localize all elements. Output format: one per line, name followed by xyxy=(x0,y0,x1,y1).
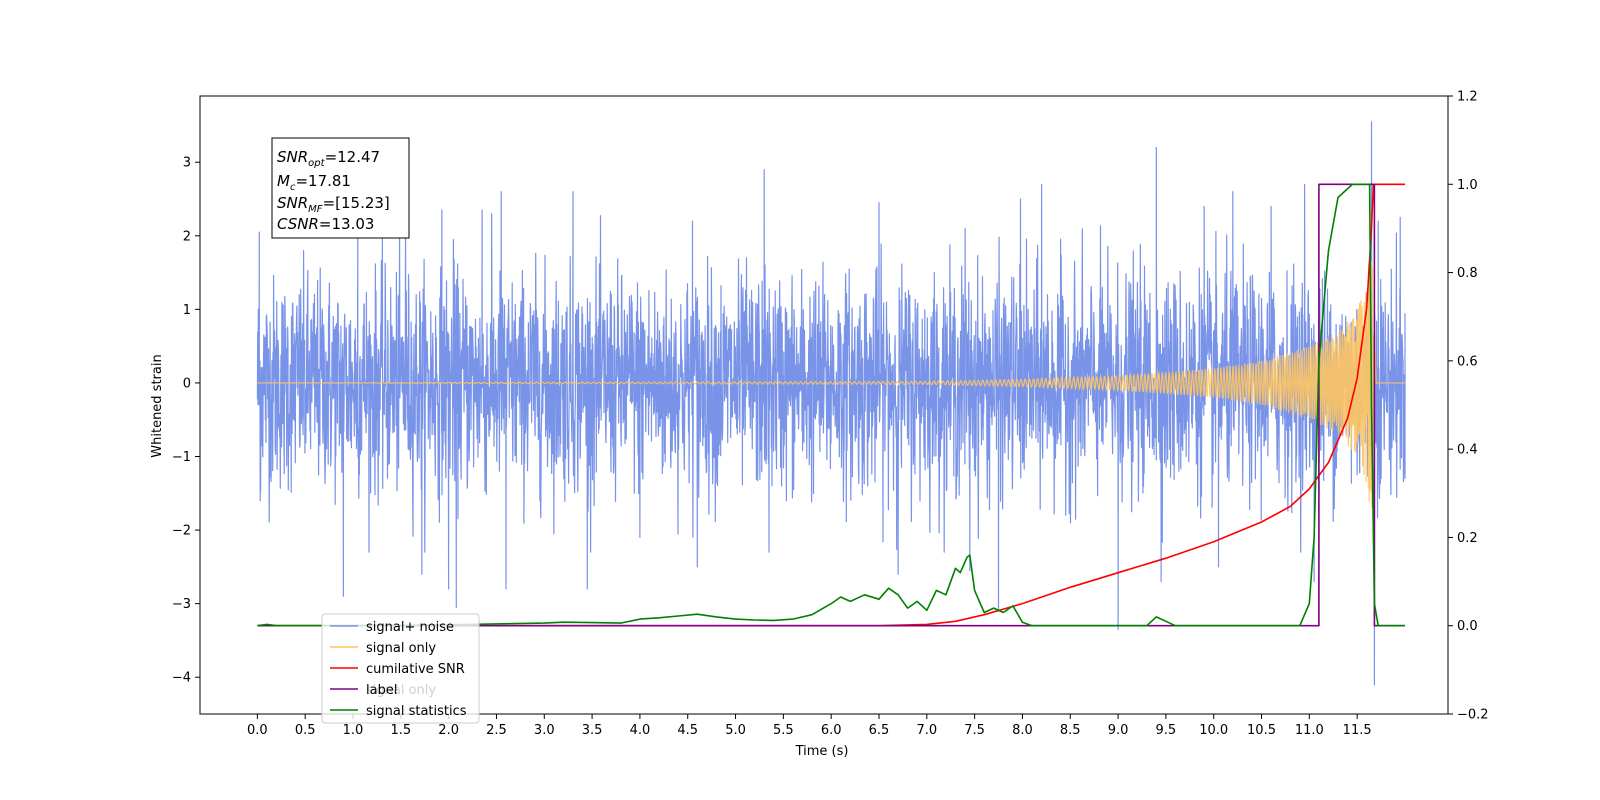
series-signal-statistics-line xyxy=(257,183,1405,627)
legend-item-label: signal only label xyxy=(330,683,436,698)
series-signal-only-line xyxy=(257,260,1405,508)
y-tick-label-0: 3 xyxy=(183,156,191,171)
y2-tick-label-7: −0.2 xyxy=(1457,708,1489,723)
x-tick-label-14: 7.0 xyxy=(916,723,937,738)
y2-tick-label-3: 0.6 xyxy=(1457,354,1478,369)
y2-tick-label-4: 0.4 xyxy=(1457,443,1478,458)
x-tick-label-20: 10.0 xyxy=(1199,723,1228,738)
legend-label-signal-noise: signal+ noise xyxy=(366,620,454,635)
x-tick-label-5: 2.5 xyxy=(486,723,507,738)
y-tick-label-7: −4 xyxy=(172,671,191,686)
stats-annotation-frame xyxy=(271,137,410,239)
x-tick-label-8: 4.0 xyxy=(630,723,651,738)
plot-area-frame xyxy=(199,95,1449,715)
annotation-snr-opt: SNRopt=12.47 xyxy=(277,148,380,169)
x-tick-label-11: 5.5 xyxy=(773,723,794,738)
x-tick-label-1: 0.5 xyxy=(295,723,316,738)
x-tick-label-2: 1.0 xyxy=(343,723,364,738)
x-tick-label-13: 6.5 xyxy=(869,723,890,738)
annotation-csnr: CSNR=13.03 xyxy=(277,215,374,233)
y-tick-label-4: −1 xyxy=(172,450,191,465)
legend-item-signal-only: signal only xyxy=(330,641,436,656)
x-tick-label-21: 10.5 xyxy=(1247,723,1276,738)
x-axis: 0.0 0.5 1.0 1.5 2.0 2.5 3.0 3.5 4.0 4.5 5.0 5.5 6.0 6… xyxy=(247,714,1372,738)
series-layer xyxy=(256,121,1406,686)
y2-tick-label-0: 1.2 xyxy=(1457,90,1478,105)
legend-label-signal-only: signal only xyxy=(366,641,436,656)
annotation-snr-mf: SNRMF=[15.23] xyxy=(277,194,390,215)
y-axis-left: 3 2 1 0 −1 −2 −3 −4 xyxy=(172,156,200,686)
series-signal-noise-line xyxy=(256,121,1406,686)
y-tick-label-3: 0 xyxy=(183,376,191,391)
x-tick-label-7: 3.5 xyxy=(582,723,603,738)
x-tick-label-15: 7.5 xyxy=(964,723,985,738)
series-cumulative-snr-line xyxy=(257,183,1405,627)
x-tick-label-3: 1.5 xyxy=(390,723,411,738)
y-tick-label-5: −2 xyxy=(172,524,191,539)
x-tick-label-9: 4.5 xyxy=(677,723,698,738)
y-tick-label-6: −3 xyxy=(172,597,191,612)
legend-item-cumulative-snr: cumilative SNR xyxy=(330,662,465,677)
y2-tick-label-1: 1.0 xyxy=(1457,178,1478,193)
x-tick-label-22: 11.0 xyxy=(1295,723,1324,738)
legend-label-overlapped-signal-only: signal only xyxy=(366,683,436,698)
y-tick-label-1: 2 xyxy=(183,229,191,244)
x-tick-label-19: 9.5 xyxy=(1156,723,1177,738)
stats-annotation-box: SNRopt=12.47 Mc=17.81 SNRMF=[15.23] CSNR… xyxy=(271,137,410,239)
annotation-mc: Mc=17.81 xyxy=(277,172,351,193)
x-tick-label-17: 8.5 xyxy=(1060,723,1081,738)
x-tick-label-23: 11.5 xyxy=(1343,723,1372,738)
x-tick-label-18: 9.0 xyxy=(1108,723,1129,738)
x-tick-label-12: 6.0 xyxy=(821,723,842,738)
x-axis-label: Time (s) xyxy=(795,744,849,759)
legend-label-cumulative-snr: cumilative SNR xyxy=(366,662,465,677)
legend-label-label: label xyxy=(366,683,397,698)
y-axis-right: 1.2 1.0 0.8 0.6 0.4 0.2 0.0 −0.2 xyxy=(1448,90,1489,723)
legend: signal+ noise signal only cumilative SNR… xyxy=(321,613,480,724)
x-tick-label-0: 0.0 xyxy=(247,723,268,738)
legend-item-signal-statistics: signal statistics xyxy=(330,704,467,719)
y2-tick-label-5: 0.2 xyxy=(1457,531,1478,546)
legend-frame xyxy=(321,613,480,724)
legend-item-signal-noise: signal+ noise xyxy=(330,620,454,635)
y2-tick-label-6: 0.0 xyxy=(1457,619,1478,634)
y2-tick-label-2: 0.8 xyxy=(1457,266,1478,281)
y-axis-label: Whitened strain xyxy=(150,354,165,457)
x-tick-label-10: 5.0 xyxy=(725,723,746,738)
legend-label-signal-statistics: signal statistics xyxy=(366,704,467,719)
y-tick-label-2: 1 xyxy=(183,303,191,318)
x-tick-label-4: 2.0 xyxy=(438,723,459,738)
x-tick-label-16: 8.0 xyxy=(1012,723,1033,738)
x-tick-label-6: 3.0 xyxy=(534,723,555,738)
